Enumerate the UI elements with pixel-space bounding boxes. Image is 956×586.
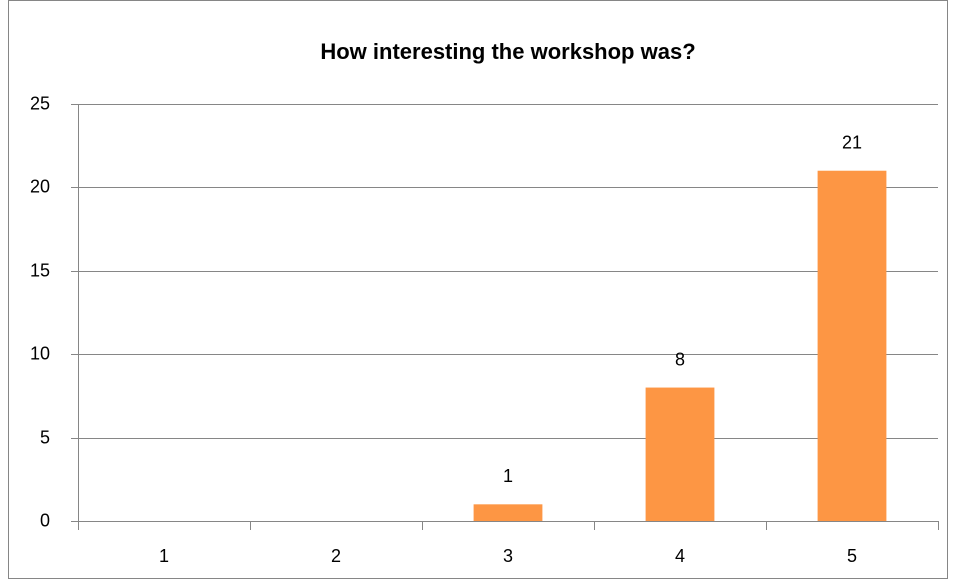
y-tick-label: 15	[30, 260, 50, 280]
x-tick-label: 3	[503, 546, 513, 566]
y-tick-label: 10	[30, 343, 50, 363]
y-tick-label: 25	[30, 93, 50, 113]
data-label: 1	[503, 466, 513, 486]
y-tick-label: 0	[40, 510, 50, 530]
data-label: 8	[675, 349, 685, 369]
x-tick-label: 1	[159, 546, 169, 566]
bar	[817, 170, 887, 521]
y-tick-label: 5	[40, 427, 50, 447]
y-tick-label: 20	[30, 176, 50, 196]
x-tick-label: 5	[847, 546, 857, 566]
x-tick-label: 2	[331, 546, 341, 566]
chart-border	[8, 0, 948, 579]
bar	[473, 504, 543, 521]
data-label: 21	[842, 132, 862, 152]
bar	[645, 387, 715, 521]
x-tick-label: 4	[675, 546, 685, 566]
chart-title: How interesting the workshop was?	[320, 39, 695, 64]
